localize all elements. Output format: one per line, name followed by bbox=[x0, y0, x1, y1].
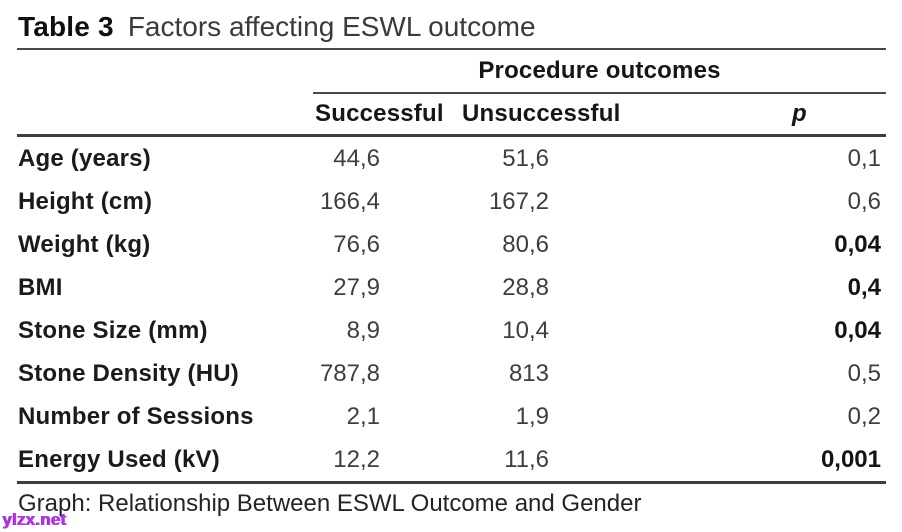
successful-value: 12,2 bbox=[333, 446, 380, 474]
table-caption-text: Factors affecting ESWL outcome bbox=[127, 11, 536, 42]
rule-under-group-header bbox=[313, 92, 886, 94]
p-value: 0,2 bbox=[847, 403, 881, 431]
row-label: Weight (kg) bbox=[18, 230, 151, 258]
unsuccessful-value: 10,4 bbox=[502, 316, 549, 344]
row-label: Age (years) bbox=[18, 144, 151, 172]
p-value: 0,5 bbox=[847, 360, 881, 388]
successful-value: 787,8 bbox=[319, 360, 380, 388]
row-label: Stone Size (mm) bbox=[18, 316, 208, 344]
successful-value: 44,6 bbox=[333, 144, 380, 172]
graph-footnote: Graph: Relationship Between ESWL Outcome… bbox=[18, 490, 642, 517]
successful-value: 8,9 bbox=[346, 316, 380, 344]
unsuccessful-value: 51,6 bbox=[502, 144, 549, 172]
column-header-unsuccessful: Unsuccessful bbox=[462, 100, 621, 127]
row-label: Energy Used (kV) bbox=[18, 446, 220, 474]
rule-above-footer bbox=[17, 481, 886, 484]
successful-value: 27,9 bbox=[333, 273, 380, 301]
p-value: 0,04 bbox=[834, 230, 881, 258]
unsuccessful-value: 80,6 bbox=[502, 230, 549, 258]
table-title: Table 3 Factors affecting ESWL outcome bbox=[18, 10, 536, 44]
group-header-procedure-outcomes: Procedure outcomes bbox=[478, 57, 721, 84]
rule-under-column-headers bbox=[17, 134, 886, 137]
row-label: Height (cm) bbox=[18, 187, 153, 215]
row-label: BMI bbox=[18, 273, 63, 301]
row-label: Number of Sessions bbox=[18, 403, 254, 431]
p-value: 0,6 bbox=[847, 187, 881, 215]
p-value: 0,4 bbox=[847, 273, 881, 301]
table-number: Table 3 bbox=[18, 11, 114, 42]
unsuccessful-value: 813 bbox=[508, 360, 549, 388]
p-value: 0,1 bbox=[847, 144, 881, 172]
unsuccessful-value: 28,8 bbox=[502, 273, 549, 301]
unsuccessful-value: 1,9 bbox=[515, 403, 549, 431]
successful-value: 76,6 bbox=[333, 230, 380, 258]
data-table: Age (years) 44,6 51,6 0,1 Height (cm) 16… bbox=[17, 137, 886, 482]
unsuccessful-value: 11,6 bbox=[504, 446, 549, 474]
row-label: Stone Density (HU) bbox=[18, 360, 239, 388]
unsuccessful-value: 167,2 bbox=[488, 187, 549, 215]
successful-value: 2,1 bbox=[346, 403, 380, 431]
successful-value: 166,4 bbox=[319, 187, 380, 215]
rule-under-title bbox=[17, 48, 886, 50]
p-value: 0,04 bbox=[834, 316, 881, 344]
watermark: ylzx.net bbox=[3, 510, 67, 529]
column-header-successful: Successful bbox=[315, 100, 444, 127]
column-header-p: p bbox=[792, 100, 807, 127]
p-value: 0,001 bbox=[820, 446, 881, 474]
